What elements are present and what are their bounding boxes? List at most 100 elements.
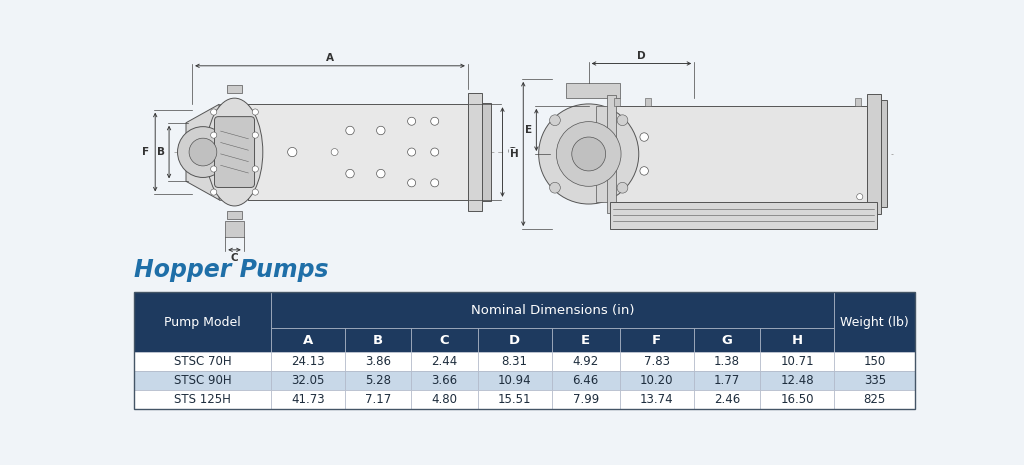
Bar <box>271 352 345 371</box>
Bar <box>226 85 243 93</box>
Bar <box>609 202 878 229</box>
Circle shape <box>377 126 385 135</box>
Bar <box>412 371 477 390</box>
Bar <box>225 221 244 237</box>
Bar <box>271 292 835 328</box>
Circle shape <box>408 148 416 156</box>
Text: A: A <box>303 334 313 347</box>
Circle shape <box>617 182 628 193</box>
Bar <box>620 371 694 390</box>
Bar <box>552 371 620 390</box>
Text: F: F <box>142 147 150 157</box>
Text: B: B <box>158 147 165 157</box>
Text: 10.20: 10.20 <box>640 374 674 387</box>
Text: 825: 825 <box>863 393 886 406</box>
Bar <box>477 371 552 390</box>
Text: 13.74: 13.74 <box>640 393 674 406</box>
Bar <box>760 371 835 390</box>
Bar <box>565 83 620 98</box>
Bar <box>552 352 620 371</box>
Text: G: G <box>508 147 516 157</box>
Bar <box>694 352 760 371</box>
Circle shape <box>177 126 228 178</box>
Bar <box>614 98 621 106</box>
Text: 32.05: 32.05 <box>292 374 325 387</box>
Text: Pump Model: Pump Model <box>164 316 241 329</box>
Bar <box>835 352 915 371</box>
Text: G: G <box>722 334 732 347</box>
Bar <box>134 352 271 371</box>
Bar <box>134 292 915 409</box>
Bar <box>835 371 915 390</box>
Text: STSC 90H: STSC 90H <box>174 374 231 387</box>
Text: 3.66: 3.66 <box>431 374 458 387</box>
Text: A: A <box>326 53 334 63</box>
FancyBboxPatch shape <box>214 117 255 187</box>
Circle shape <box>550 115 560 126</box>
Text: 6.46: 6.46 <box>572 374 599 387</box>
Circle shape <box>252 109 258 115</box>
Text: 15.51: 15.51 <box>498 393 531 406</box>
Bar <box>412 352 477 371</box>
Bar <box>694 390 760 409</box>
Text: E: E <box>525 125 532 135</box>
Bar <box>596 106 613 202</box>
Bar <box>477 390 552 409</box>
Circle shape <box>431 117 438 125</box>
Bar <box>134 292 271 352</box>
Bar <box>271 371 345 390</box>
Bar <box>835 292 915 352</box>
Circle shape <box>617 115 628 126</box>
Text: 7.83: 7.83 <box>644 355 670 368</box>
Bar <box>613 106 867 202</box>
Bar <box>412 328 477 352</box>
Bar <box>620 390 694 409</box>
Bar <box>134 371 271 390</box>
Circle shape <box>346 169 354 178</box>
Circle shape <box>571 137 605 171</box>
Text: E: E <box>582 334 590 347</box>
Text: 2.44: 2.44 <box>431 355 458 368</box>
Circle shape <box>211 109 217 115</box>
Text: 4.92: 4.92 <box>572 355 599 368</box>
Circle shape <box>189 138 217 166</box>
Bar <box>620 328 694 352</box>
Circle shape <box>408 117 416 125</box>
Text: 2.46: 2.46 <box>714 393 740 406</box>
Bar <box>855 98 861 106</box>
Text: 1.77: 1.77 <box>714 374 740 387</box>
Bar <box>468 93 481 211</box>
Circle shape <box>211 132 217 138</box>
Text: 335: 335 <box>863 374 886 387</box>
Bar <box>226 211 243 219</box>
Text: C: C <box>439 334 450 347</box>
Text: STS 125H: STS 125H <box>174 393 231 406</box>
Circle shape <box>252 166 258 172</box>
Bar <box>620 352 694 371</box>
Text: 7.99: 7.99 <box>572 393 599 406</box>
Circle shape <box>431 148 438 156</box>
Text: 8.31: 8.31 <box>502 355 527 368</box>
Text: D: D <box>637 51 646 61</box>
Bar <box>760 328 835 352</box>
Circle shape <box>640 133 648 141</box>
Circle shape <box>431 179 438 187</box>
Bar <box>694 371 760 390</box>
Text: 41.73: 41.73 <box>291 393 325 406</box>
Text: C: C <box>230 252 239 263</box>
Bar <box>481 103 490 201</box>
Text: 12.48: 12.48 <box>780 374 814 387</box>
Bar <box>412 390 477 409</box>
Bar <box>835 390 915 409</box>
Text: Nominal Dimensions (in): Nominal Dimensions (in) <box>471 304 634 317</box>
Bar <box>882 100 888 207</box>
Text: 1.38: 1.38 <box>714 355 740 368</box>
Text: B: B <box>373 334 383 347</box>
Circle shape <box>857 193 863 200</box>
Circle shape <box>377 169 385 178</box>
Circle shape <box>331 149 338 155</box>
Circle shape <box>252 132 258 138</box>
Bar <box>552 328 620 352</box>
Bar <box>345 390 412 409</box>
Bar <box>134 390 271 409</box>
